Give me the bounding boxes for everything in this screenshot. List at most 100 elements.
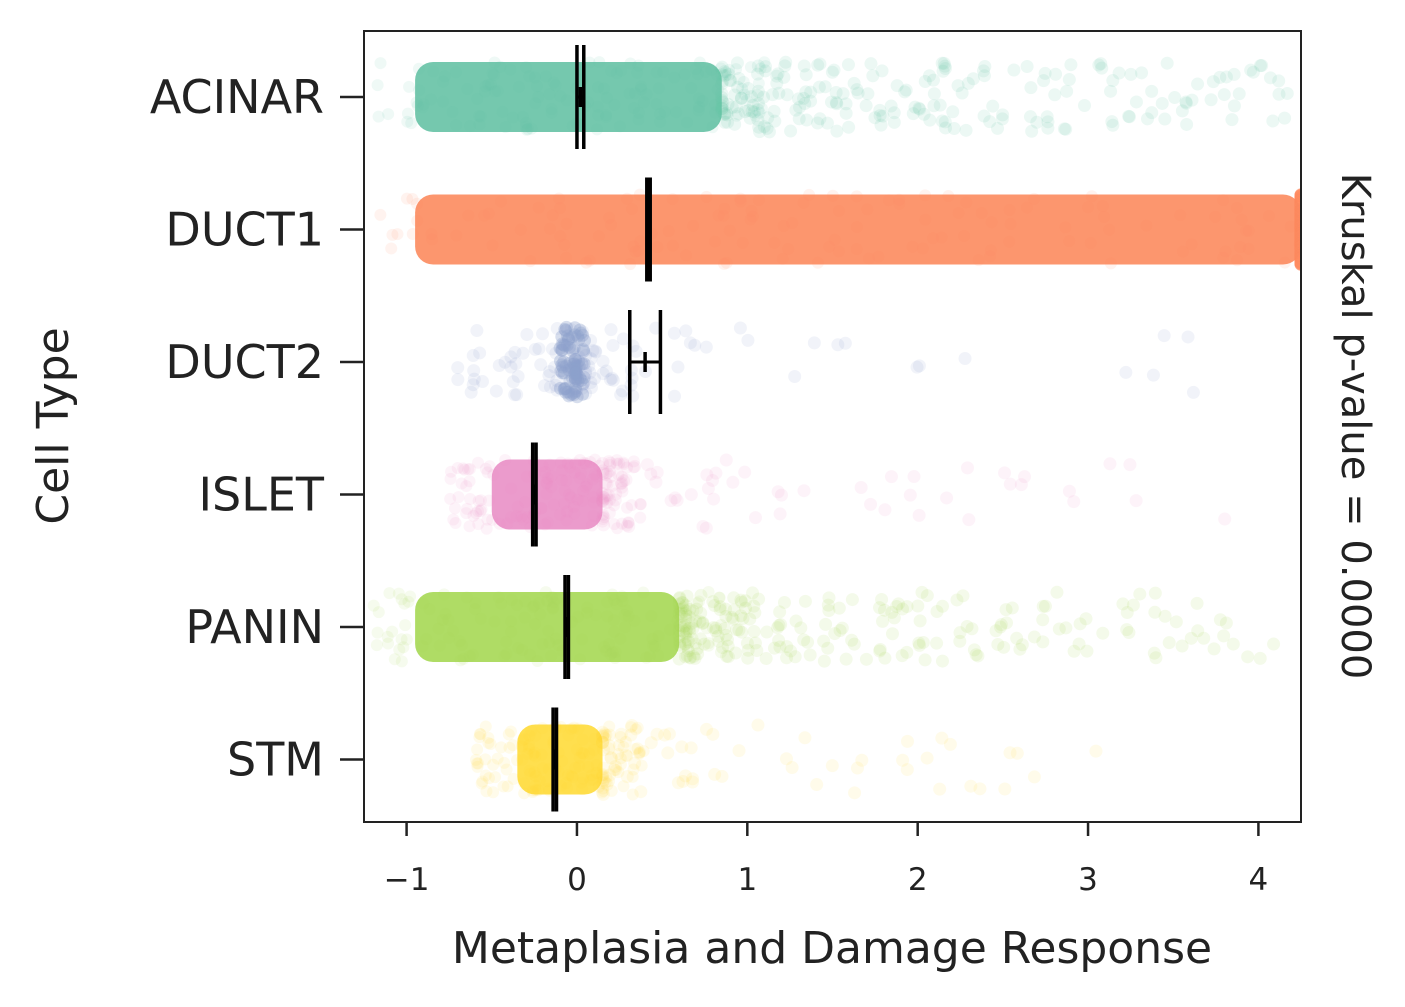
point [752, 77, 765, 90]
point [832, 204, 845, 217]
point [560, 514, 573, 527]
point [528, 746, 541, 759]
point [1294, 216, 1301, 230]
point [1179, 96, 1193, 110]
point [637, 586, 650, 599]
point [495, 741, 508, 754]
point [1294, 193, 1301, 207]
point [1294, 204, 1301, 218]
median-ci-stm [551, 707, 559, 812]
point [719, 602, 733, 616]
point [690, 602, 704, 616]
point [850, 761, 864, 775]
point [1244, 63, 1258, 77]
point [1294, 198, 1301, 212]
point [741, 333, 755, 347]
point [614, 752, 627, 765]
point [938, 62, 952, 76]
point [811, 116, 825, 130]
point [918, 74, 932, 88]
point [523, 742, 536, 755]
point [596, 782, 609, 795]
point [878, 651, 892, 665]
point [1294, 221, 1301, 235]
point [619, 735, 632, 748]
point [719, 453, 733, 467]
point [772, 633, 786, 647]
point [589, 345, 603, 359]
point [474, 110, 487, 123]
point [510, 388, 524, 402]
point [535, 502, 548, 515]
point [633, 746, 646, 759]
point [1294, 223, 1301, 237]
point [701, 482, 715, 496]
point [634, 785, 648, 799]
point [1294, 198, 1301, 212]
point [634, 498, 647, 511]
point [573, 323, 587, 337]
point [718, 108, 732, 122]
point [586, 344, 600, 358]
point [672, 597, 686, 611]
point [606, 338, 620, 352]
x-axis: −1 0 1 2 3 4 [384, 822, 1268, 898]
point [479, 80, 492, 93]
point [697, 637, 711, 651]
point [406, 192, 419, 205]
point [1266, 114, 1280, 128]
point [597, 491, 611, 505]
point [1294, 208, 1301, 222]
point [1294, 257, 1301, 271]
point [1294, 242, 1301, 256]
point [482, 78, 495, 91]
point [1122, 109, 1136, 123]
point [508, 388, 522, 402]
point [1294, 228, 1301, 242]
point [672, 629, 686, 643]
point [576, 387, 590, 401]
plot-frame [363, 30, 1302, 823]
point [524, 255, 537, 268]
point [737, 76, 750, 89]
point [625, 499, 638, 512]
point [702, 586, 715, 599]
point [1294, 208, 1301, 222]
point [724, 74, 738, 88]
point [801, 635, 815, 649]
point [617, 741, 630, 754]
point [799, 68, 813, 82]
point [1294, 206, 1301, 220]
point [1294, 239, 1301, 253]
point [628, 756, 642, 770]
point [1294, 232, 1301, 246]
point [581, 606, 594, 619]
point [1294, 239, 1301, 253]
point [608, 518, 621, 531]
point [1294, 231, 1301, 245]
point [558, 484, 571, 497]
point [1294, 227, 1301, 241]
point [719, 66, 732, 79]
point [734, 593, 748, 607]
point [455, 477, 468, 490]
point [1294, 194, 1301, 208]
point [564, 361, 578, 375]
point [597, 761, 611, 775]
point [1294, 246, 1301, 260]
point [662, 727, 676, 741]
point [622, 516, 635, 529]
point [674, 641, 687, 654]
point [645, 610, 658, 623]
point [1294, 205, 1301, 219]
point [761, 111, 775, 125]
point [673, 603, 686, 616]
point [1294, 215, 1301, 229]
point [1294, 245, 1301, 259]
point [470, 324, 484, 338]
point [472, 495, 485, 508]
point [1147, 646, 1161, 660]
point [684, 488, 698, 502]
point [386, 625, 399, 638]
point [538, 466, 551, 479]
